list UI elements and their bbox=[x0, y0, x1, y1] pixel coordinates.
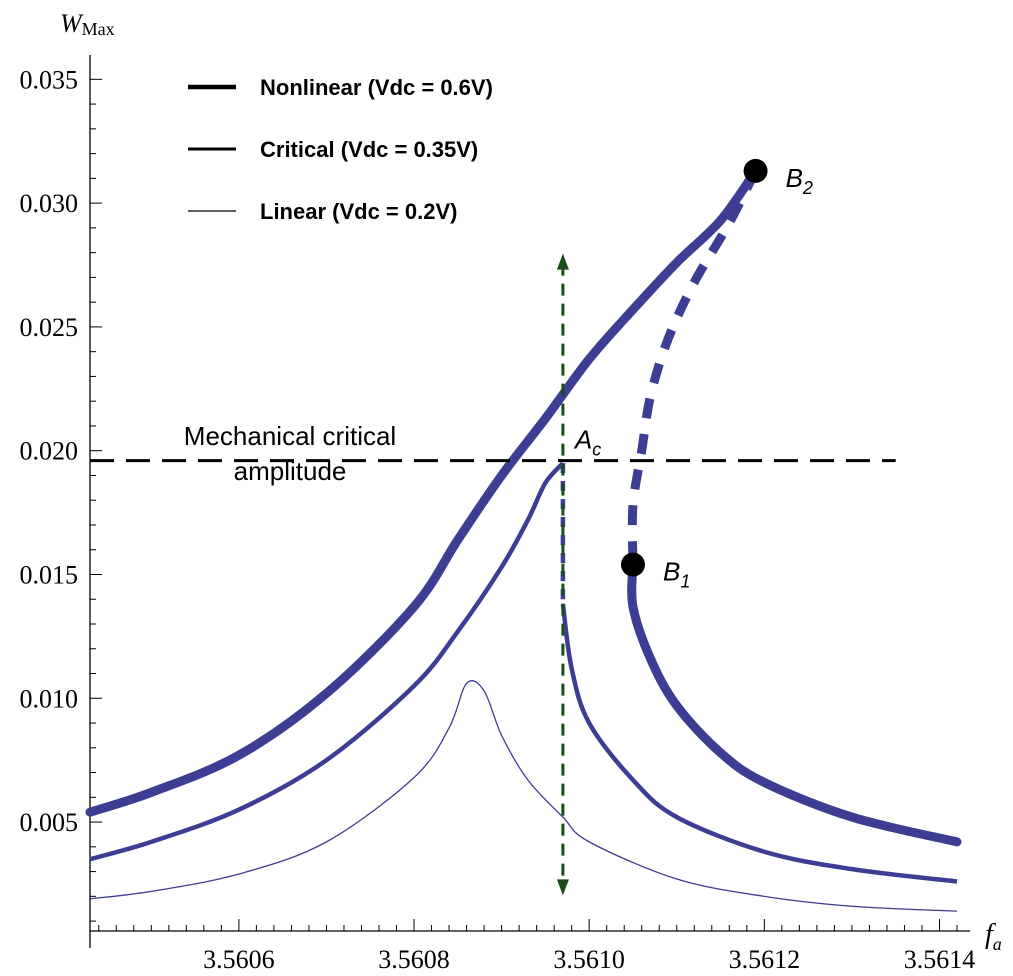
x-tick-label: 3.5606 bbox=[203, 945, 275, 974]
legend: Nonlinear (Vdc = 0.6V) Critical (Vdc = 0.… bbox=[188, 75, 493, 224]
jump-arrow-head-up bbox=[556, 253, 569, 270]
annotation-layer: Mechanical critical amplitude Ac B1 B2 bbox=[90, 158, 896, 896]
x-tick-label: 3.5612 bbox=[729, 945, 801, 974]
y-tick-label: 0.030 bbox=[20, 189, 79, 218]
point-b2 bbox=[743, 158, 768, 183]
legend-label: Critical (Vdc = 0.35V) bbox=[260, 137, 478, 162]
y-tick-label: 0.015 bbox=[20, 560, 79, 589]
legend-label: Linear (Vdc = 0.2V) bbox=[260, 199, 457, 224]
point-b1 bbox=[620, 552, 645, 577]
y-tick-label: 0.010 bbox=[20, 684, 79, 713]
critical-amplitude-label: Mechanical critical bbox=[184, 421, 396, 451]
axes: 3.5606 3.5608 3.5610 3.5612 3.5614 0.005 0.010… bbox=[20, 55, 976, 974]
nonlinear-unstable-branch bbox=[627, 168, 760, 565]
y-tick-label: 0.035 bbox=[20, 65, 79, 94]
critical-amplitude-label: amplitude bbox=[234, 456, 347, 486]
critical-upper-branch bbox=[89, 461, 565, 862]
nonlinear-upper-branch bbox=[85, 166, 761, 817]
series-layer bbox=[85, 166, 962, 912]
legend-label: Nonlinear (Vdc = 0.6V) bbox=[260, 75, 493, 100]
x-tick-label: 3.5608 bbox=[378, 945, 450, 974]
point-b2-label: B2 bbox=[786, 163, 813, 198]
linear-curve bbox=[89, 680, 958, 912]
ac-label: Ac bbox=[573, 425, 601, 460]
nonlinear-lower-branch bbox=[627, 560, 962, 847]
y-axis-title: WMax bbox=[60, 9, 115, 39]
y-tick-label: 0.025 bbox=[20, 313, 79, 342]
x-tick-label: 3.5610 bbox=[553, 945, 625, 974]
point-b1-label: B1 bbox=[663, 557, 690, 592]
x-tick-label: 3.5614 bbox=[904, 945, 976, 974]
y-tick-label: 0.020 bbox=[20, 437, 79, 466]
jump-arrow-head-down bbox=[556, 879, 569, 896]
critical-lower-branch bbox=[560, 603, 958, 884]
y-tick-label: 0.005 bbox=[20, 808, 79, 837]
x-axis-title: fa bbox=[985, 919, 1002, 954]
